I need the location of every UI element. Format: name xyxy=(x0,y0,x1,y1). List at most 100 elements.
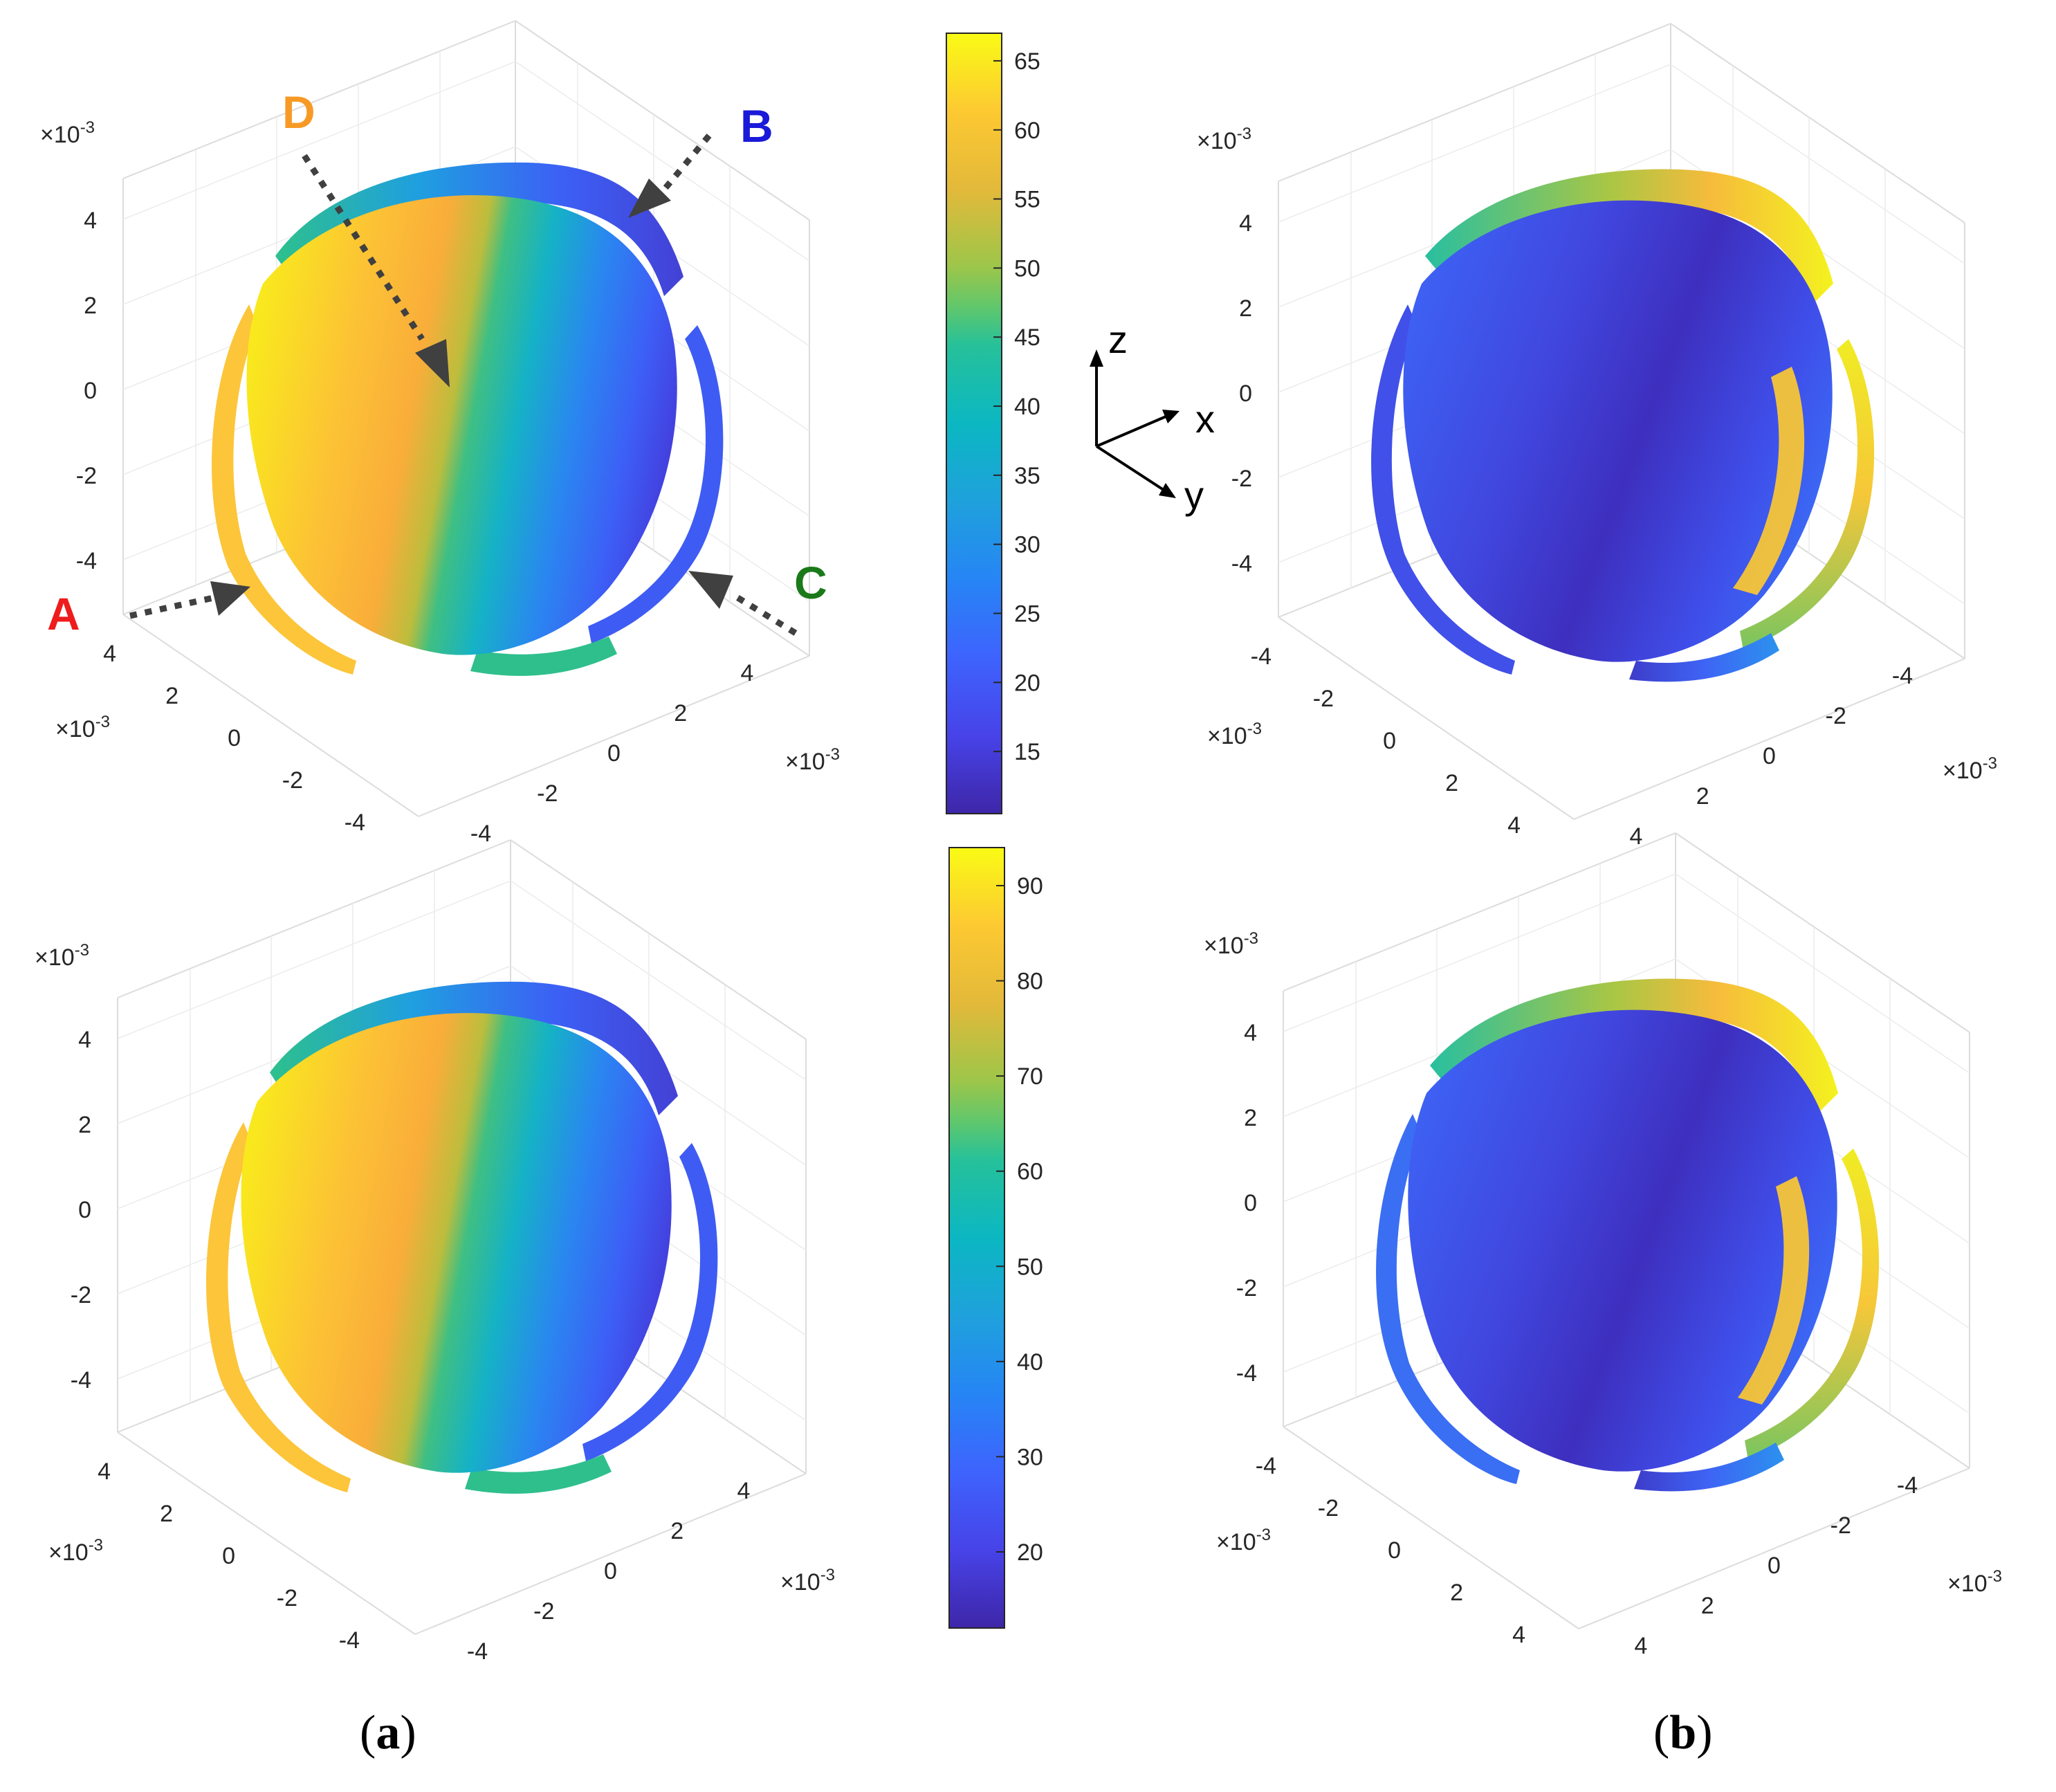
right-axis-tick-label: 0 xyxy=(607,740,621,767)
right-axis-tick-label: -4 xyxy=(1897,1472,1918,1499)
right-axis-tick-label: 2 xyxy=(674,700,687,726)
left-axis-tick-label: -4 xyxy=(1256,1453,1276,1479)
sphere xyxy=(206,981,718,1494)
label-C: C xyxy=(794,557,827,608)
triad-y-label: y xyxy=(1184,473,1204,517)
sphere-body xyxy=(241,1013,672,1473)
colorbar-top-fill xyxy=(946,33,1002,814)
z-tick-label: -2 xyxy=(1231,466,1252,492)
z-tick-label: -2 xyxy=(71,1282,91,1308)
sphere xyxy=(1376,978,1880,1492)
colorbar-tick-label: 20 xyxy=(1014,670,1040,696)
right-axis-tick-label: 4 xyxy=(737,1478,751,1504)
colorbar-tick-label: 30 xyxy=(1014,532,1040,558)
colorbar-bottom-fill xyxy=(948,847,1005,1629)
right-axis-tick-label: -2 xyxy=(533,1598,554,1625)
colorbar-tick-label: 65 xyxy=(1014,48,1040,75)
panel-3-ticks: 4 2 0 -2 -4 -4 -2 0 2 4 4 2 0 -2 -4 ×10-3 ×10-3 ×10-3 xyxy=(1204,929,2002,1659)
left-axis-tick-label: 4 xyxy=(1507,812,1521,839)
z-tick-label: 2 xyxy=(78,1112,91,1138)
z-tick-label: -4 xyxy=(1236,1360,1257,1387)
left-axis-tick-label: 0 xyxy=(228,725,241,751)
right-axis-tick-label: -4 xyxy=(467,1638,488,1665)
label-B: B xyxy=(740,100,773,152)
panel-2-ticks: 4 2 0 -2 -4 4 2 0 -2 -4 -4 -2 0 2 4 ×10-3 ×10-3 ×10-3 xyxy=(35,941,835,1665)
colorbar-tick-label: 60 xyxy=(1017,1159,1043,1185)
band-bottom xyxy=(1634,1443,1784,1492)
z-tick-label: -2 xyxy=(1236,1275,1257,1301)
right-axis-tick-label: 2 xyxy=(1701,1593,1714,1619)
z-tick-label: 0 xyxy=(84,378,97,404)
z-exponent-label: ×10-3 xyxy=(40,118,95,148)
left-axis-tick-label: 4 xyxy=(1512,1622,1525,1648)
band-right xyxy=(1745,1149,1880,1460)
left-exponent-label: ×10-3 xyxy=(1207,720,1262,749)
triad-x-label: x xyxy=(1195,397,1215,441)
panel-a-top xyxy=(122,20,810,817)
z-tick-label: -4 xyxy=(71,1367,91,1393)
band-top xyxy=(1425,169,1833,304)
left-axis-tick-label: 0 xyxy=(1383,728,1396,754)
colorbar-bottom: 20 30 40 50 60 70 80 90 xyxy=(948,847,1043,1629)
left-axis-tick-label: -4 xyxy=(345,810,365,836)
colorbar-tick-label: 40 xyxy=(1014,394,1040,420)
colorbar-tick-label: 50 xyxy=(1017,1254,1043,1280)
z-tick-label: 2 xyxy=(1239,295,1252,322)
axes-box xyxy=(122,20,810,817)
z-tick-label: 2 xyxy=(84,293,97,319)
right-axis-tick-label: -2 xyxy=(1830,1512,1851,1539)
left-axis-tick-label: -2 xyxy=(282,767,303,794)
panel-b-top xyxy=(1278,23,1965,820)
band-right xyxy=(582,1143,718,1461)
right-axis-tick-label: 2 xyxy=(1696,783,1709,810)
colorbar-top: 15 20 25 30 35 40 45 50 55 60 65 xyxy=(946,33,1040,814)
right-axis-tick-label: 4 xyxy=(1635,1633,1648,1659)
label-A: A xyxy=(47,588,80,639)
left-axis-tick-label: 2 xyxy=(160,1501,173,1527)
right-exponent-label: ×10-3 xyxy=(780,1566,835,1596)
colorbar-tick-label: 45 xyxy=(1014,324,1040,351)
left-axis-tick-label: -4 xyxy=(1251,643,1272,670)
left-exponent-label: ×10-3 xyxy=(48,1536,103,1566)
right-exponent-label: ×10-3 xyxy=(1943,754,1997,784)
right-axis-tick-label: 0 xyxy=(1763,743,1776,769)
axis-triad: z x y xyxy=(1090,318,1215,517)
panel-0-ticks: 4 2 0 -2 -4 4 2 0 -2 -4 -4 -2 0 2 4 ×10-3 ×10-3 ×10-3 xyxy=(40,118,840,847)
left-axis-tick-label: -4 xyxy=(339,1627,360,1654)
colorbar-tick-label: 90 xyxy=(1017,873,1043,899)
left-axis-tick-label: 2 xyxy=(1450,1580,1463,1606)
z-exponent-label: ×10-3 xyxy=(35,941,89,971)
band-right xyxy=(1740,339,1875,650)
z-tick-label: 0 xyxy=(1239,381,1252,407)
band-top xyxy=(275,162,683,296)
band-bottom xyxy=(470,637,617,676)
right-axis-tick-label: -4 xyxy=(470,821,491,847)
label-D: D xyxy=(282,86,315,138)
band-bottom xyxy=(1629,633,1779,682)
sphere xyxy=(212,162,724,676)
z-tick-label: 4 xyxy=(78,1027,91,1053)
band-left xyxy=(212,304,356,675)
sphere-body xyxy=(246,195,677,655)
z-tick-label: -4 xyxy=(76,548,97,574)
right-axis-tick-label: -2 xyxy=(1826,703,1846,729)
colorbar-tick-label: 40 xyxy=(1017,1349,1043,1375)
colorbar-tick-label: 30 xyxy=(1017,1444,1043,1470)
z-tick-label: 4 xyxy=(1239,210,1252,237)
right-axis-tick-label: -4 xyxy=(1892,663,1913,689)
orange-stripe xyxy=(1733,367,1805,595)
right-exponent-label: ×10-3 xyxy=(785,745,840,775)
right-axis-tick-label: 4 xyxy=(741,660,754,686)
left-exponent-label: ×10-3 xyxy=(1216,1526,1271,1555)
z-tick-label: 4 xyxy=(84,208,97,234)
colorbar-tick-label: 60 xyxy=(1014,118,1040,144)
panel-label-a: (a) xyxy=(360,1706,416,1759)
band-top xyxy=(270,981,678,1115)
axes-box xyxy=(1283,832,1970,1629)
right-axis-tick-label: -2 xyxy=(537,780,558,807)
sphere-body xyxy=(1403,200,1833,662)
sphere xyxy=(1371,169,1875,682)
colorbar-tick-label: 25 xyxy=(1014,601,1040,628)
